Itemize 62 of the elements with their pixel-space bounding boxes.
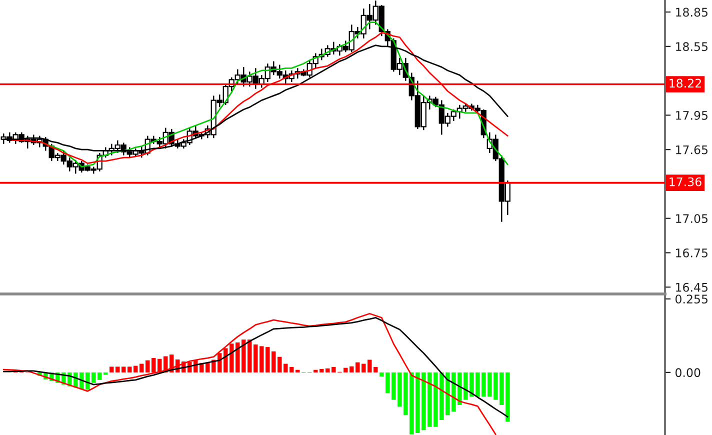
y-tick-label: 0.00: [676, 368, 700, 378]
bar: [122, 366, 126, 372]
bar: [146, 360, 150, 372]
bar: [248, 340, 252, 372]
bar: [242, 340, 246, 372]
bar: [428, 372, 432, 427]
bar: [386, 372, 390, 394]
y-tick-label: 18.85: [676, 8, 708, 17]
bar: [254, 344, 258, 372]
bar: [434, 372, 438, 427]
bar: [482, 372, 486, 397]
bar: [266, 347, 270, 372]
bar: [116, 366, 120, 372]
bar: [98, 372, 102, 380]
line-series: [2, 316, 508, 418]
bar: [422, 372, 426, 430]
bar: [380, 372, 384, 376]
bar: [392, 372, 396, 400]
bar: [332, 366, 336, 372]
bar: [416, 372, 420, 433]
y-tick-label: 0.255: [676, 294, 708, 304]
line-series: [2, 312, 496, 435]
y-tick-label: 17.95: [676, 110, 708, 120]
bar: [236, 342, 240, 372]
bar: [368, 360, 372, 372]
bar: [134, 366, 138, 372]
bar: [410, 372, 414, 434]
bar: [500, 372, 504, 406]
bar: [350, 366, 354, 372]
bar: [92, 372, 96, 383]
bar: [110, 366, 114, 372]
ref-line-label: 18.22: [670, 78, 701, 88]
bar: [488, 372, 492, 397]
bar: [230, 344, 234, 372]
bar: [356, 362, 360, 372]
bar: [374, 366, 378, 372]
bar: [506, 372, 510, 422]
bar: [260, 346, 264, 372]
bar: [296, 370, 300, 372]
y-tick-label: 18.55: [676, 42, 708, 52]
y-tick-label: 17.65: [676, 145, 708, 154]
bar: [128, 366, 132, 372]
bar: [272, 351, 276, 372]
bar: [320, 368, 324, 372]
bar: [362, 364, 366, 372]
bar: [314, 370, 318, 372]
ref-line-label: 17.36: [670, 177, 702, 186]
y-tick-label: 17.05: [676, 214, 708, 224]
bar: [404, 372, 408, 416]
bar: [326, 368, 330, 372]
y-tick-label: 16.45: [676, 282, 708, 292]
y-tick-label: 16.75: [676, 248, 708, 258]
bar: [140, 364, 144, 372]
bar: [476, 372, 480, 397]
bar: [284, 364, 288, 372]
bar: [494, 372, 498, 400]
bar: [152, 358, 156, 372]
bar: [278, 356, 282, 372]
bar: [398, 372, 402, 407]
bar: [344, 368, 348, 372]
bar: [290, 366, 294, 372]
bar: [464, 372, 468, 400]
